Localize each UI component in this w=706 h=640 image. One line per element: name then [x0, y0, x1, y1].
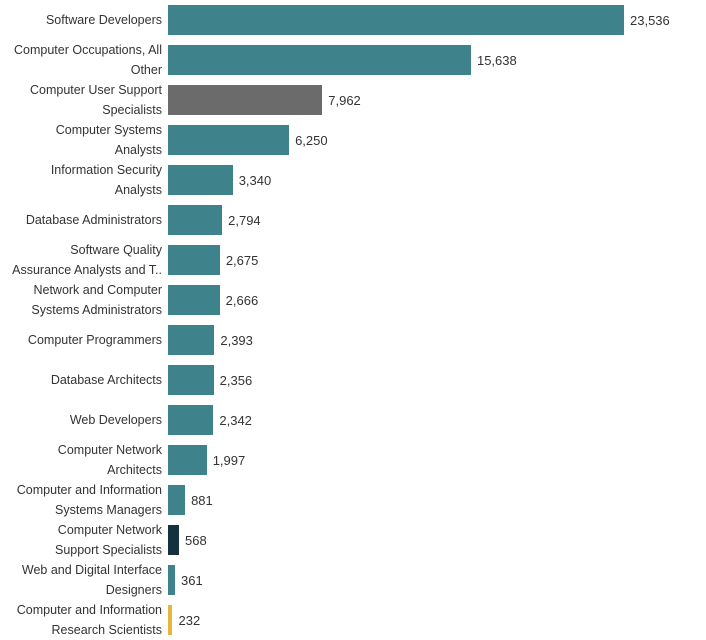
bar[interactable]	[168, 165, 233, 195]
bar-plot-area: 15,638	[168, 40, 706, 80]
bar-row: Computer Network Architects 1,997	[0, 440, 706, 480]
value-label: 2,393	[220, 332, 253, 348]
value-label: 881	[191, 492, 213, 508]
category-label: Computer Programmers	[27, 333, 162, 347]
category-label: Database Administrators	[25, 213, 162, 227]
bar-plot-area: 2,794	[168, 200, 706, 240]
bar[interactable]	[168, 205, 223, 235]
bar-plot-area: 2,342	[168, 400, 706, 440]
bar-row: Computer and Information Systems Manager…	[0, 480, 706, 520]
value-label: 568	[185, 532, 207, 548]
value-label: 15,638	[476, 52, 517, 68]
value-label: 6,250	[295, 132, 328, 148]
bar-row: Computer User Support Specialists 7,962	[0, 80, 706, 120]
bar-row: Computer Programmers 2,393	[0, 320, 706, 360]
bar-row: Database Administrators 2,794	[0, 200, 706, 240]
bar-plot-area: 881	[168, 480, 706, 520]
category-label: Computer Network Support Specialists	[54, 523, 162, 557]
bar-plot-area: 2,666	[168, 280, 706, 320]
value-label: 2,342	[219, 412, 252, 428]
value-label: 232	[178, 612, 201, 628]
value-label: 2,356	[219, 372, 253, 388]
value-label: 1,997	[212, 452, 246, 468]
bar[interactable]	[168, 445, 207, 475]
bar[interactable]	[168, 405, 214, 435]
value-label: 2,675	[225, 252, 259, 268]
category-label: Network and Computer Systems Administrat…	[31, 283, 162, 317]
category-label: Computer Systems Analysts	[55, 123, 162, 157]
category-label: Database Architects	[50, 373, 162, 387]
category-label: Information Security Analysts	[50, 163, 162, 197]
value-label: 2,794	[228, 212, 261, 228]
bar-row: Computer and Information Research Scient…	[0, 600, 706, 640]
bar-row: Network and Computer Systems Administrat…	[0, 280, 706, 320]
category-label: Web and Digital Interface Designers	[21, 563, 162, 597]
bar-row: Computer Network Support Specialists 568	[0, 520, 706, 560]
bar[interactable]	[168, 485, 186, 515]
bar-plot-area: 361	[168, 560, 706, 600]
bar-plot-area: 7,962	[168, 80, 706, 120]
bar-row: Software Quality Assurance Analysts and …	[0, 240, 706, 280]
bar-plot-area: 23,536	[168, 0, 706, 40]
category-label: Computer and Information Research Scient…	[16, 603, 162, 637]
value-label: 7,962	[328, 92, 361, 108]
category-label: Computer and Information Systems Manager…	[16, 483, 162, 517]
bar-plot-area: 568	[168, 520, 706, 560]
bar[interactable]	[168, 365, 214, 395]
bar-plot-area: 2,393	[168, 320, 706, 360]
bar-plot-area: 6,250	[168, 120, 706, 160]
bar-plot-area: 3,340	[168, 160, 706, 200]
bar[interactable]	[168, 5, 624, 35]
bar[interactable]	[168, 125, 290, 155]
bar-row: Software Developers 23,536	[0, 0, 706, 40]
category-label: Software Developers	[45, 13, 162, 27]
bar-plot-area: 232	[168, 600, 706, 640]
category-label: Computer Occupations, All Other	[14, 43, 162, 77]
category-label: Web Developers	[69, 413, 162, 427]
bar-row: Web Developers 2,342	[0, 400, 706, 440]
category-label: Software Quality Assurance Analysts and …	[12, 243, 162, 277]
category-label: Computer User Support Specialists	[29, 83, 162, 117]
value-label: 2,666	[225, 292, 259, 308]
value-label: 3,340	[238, 172, 272, 188]
bar[interactable]	[168, 85, 323, 115]
bar[interactable]	[168, 45, 471, 75]
bar[interactable]	[168, 285, 220, 315]
bar-plot-area: 2,675	[168, 240, 706, 280]
bar-row: Information Security Analysts 3,340	[0, 160, 706, 200]
bar[interactable]	[168, 525, 179, 555]
bar[interactable]	[168, 245, 220, 275]
bar-row: Computer Systems Analysts 6,250	[0, 120, 706, 160]
bar[interactable]	[168, 565, 175, 595]
value-label: 23,536	[630, 12, 670, 28]
bar-row: Database Architects 2,356	[0, 360, 706, 400]
category-label: Computer Network Architects	[57, 443, 162, 477]
bar-plot-area: 2,356	[168, 360, 706, 400]
bar-plot-area: 1,997	[168, 440, 706, 480]
bar-row: Computer Occupations, All Other 15,638	[0, 40, 706, 80]
bar[interactable]	[168, 605, 173, 635]
value-label: 361	[180, 572, 203, 588]
bar[interactable]	[168, 325, 215, 355]
bar-row: Web and Digital Interface Designers 361	[0, 560, 706, 600]
